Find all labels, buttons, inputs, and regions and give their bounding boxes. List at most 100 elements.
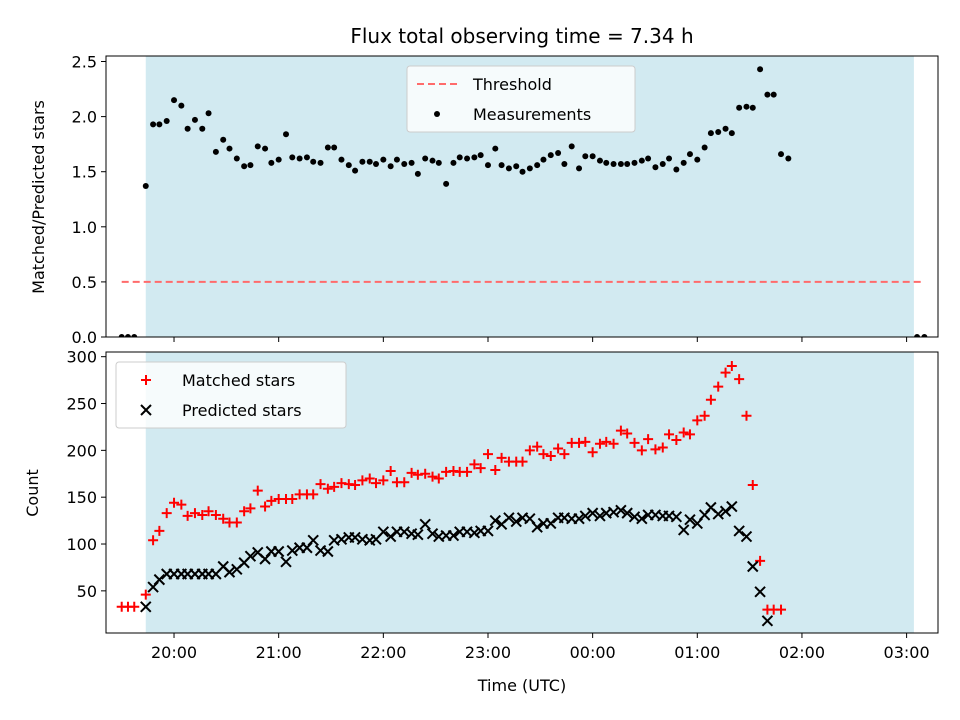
data-point [163,118,170,125]
y-tick-label: 2.0 [72,108,97,127]
data-point [171,97,178,104]
data-point [191,116,198,123]
data-point [254,143,261,150]
data-point [456,154,463,161]
data-point [464,155,471,162]
data-point [596,157,603,164]
data-point [621,507,633,519]
y-tick-label: 150 [66,488,97,507]
data-point [785,155,792,162]
data-point [579,510,592,522]
data-point [233,155,240,162]
data-point [489,514,502,527]
data-point [659,160,666,167]
data-point [545,517,557,530]
data-point [720,367,731,378]
data-point [615,425,626,436]
data-point [184,125,191,132]
legend-measurements-label: Measurements [473,105,591,124]
legend-threshold-label: Threshold [472,75,552,94]
data-point [484,162,491,169]
data-point [203,506,214,517]
data-point [761,615,774,627]
data-point [118,334,125,337]
data-point [373,160,380,167]
data-point [148,535,159,546]
data-point [359,158,366,165]
data-point [241,163,248,170]
data-point [534,162,541,169]
data-point [747,480,758,491]
data-point [205,110,212,117]
data-point [568,143,575,150]
y-tick-label: 1.0 [72,218,97,237]
data-point [503,512,515,524]
data-point [307,534,319,546]
data-point [280,556,292,568]
legend-predicted-label: Predicted stars [182,401,302,420]
data-point [547,152,554,159]
data-point [308,489,319,500]
data-point [286,544,298,557]
data-point [176,499,187,510]
data-point [414,170,421,177]
data-point [477,152,484,159]
data-point [513,163,520,170]
plot-area [116,361,787,627]
data-point [331,144,338,151]
data-point [161,508,172,519]
data-point [553,443,564,454]
data-point [719,505,732,517]
data-point [643,434,654,445]
data-point [268,159,275,166]
bottom-y-axis-label: Count [23,469,42,517]
data-point [303,154,310,161]
data-point [666,155,673,162]
data-point [603,159,610,166]
y-tick-label: 50 [77,582,97,601]
data-point [707,130,714,137]
data-point [517,456,528,467]
data-point [734,374,745,385]
data-point [199,125,206,132]
data-point [169,497,180,508]
data-point [426,528,439,540]
top-y-axis-label: Matched/Predicted stars [29,100,48,294]
data-point [701,144,708,151]
legend-box [115,361,347,429]
data-point [350,480,361,491]
data-point [252,485,263,496]
data-point [380,156,387,163]
data-point [770,91,777,98]
panel-frame [105,55,939,338]
data-point [492,145,499,152]
legend-box [406,65,636,133]
data-point [715,129,722,136]
data-point [178,102,185,109]
data-point [776,604,787,615]
data-point [519,168,526,175]
y-tick-label: 250 [66,395,97,414]
data-point [469,459,480,470]
data-point [443,180,450,187]
data-point [664,429,675,440]
data-point [743,103,750,110]
data-point [262,145,269,152]
legend-measurements-swatch [434,111,440,117]
data-point [728,130,735,137]
data-point [156,121,163,128]
data-point [435,159,442,166]
data-point [324,144,331,151]
data-point [377,526,390,538]
data-point [638,157,645,164]
data-point [755,555,766,566]
y-tick-label: 0.0 [72,328,97,347]
data-point [239,506,250,517]
data-point [726,361,737,372]
data-point [692,415,703,426]
data-point [610,160,617,167]
x-tick-label: 00:00 [570,643,616,662]
data-point [140,601,152,613]
data-point [210,509,221,520]
data-point [531,521,543,533]
